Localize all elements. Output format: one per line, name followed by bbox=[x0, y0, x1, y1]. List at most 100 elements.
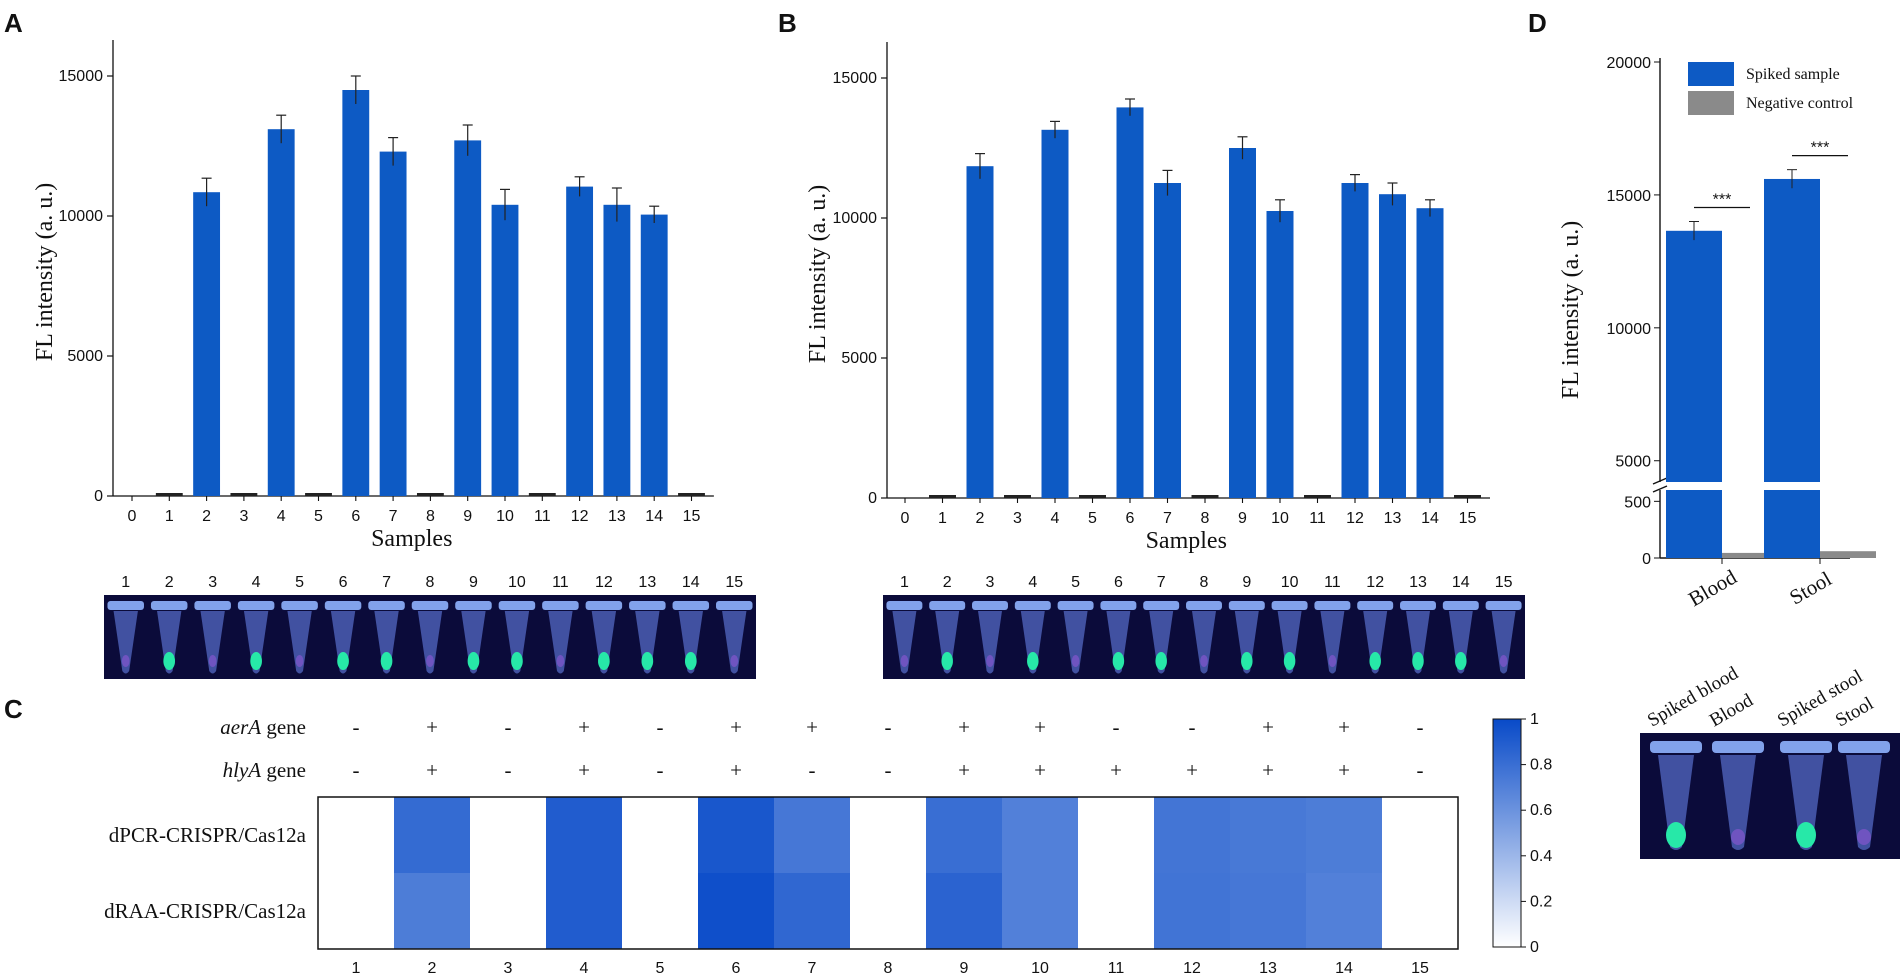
hlyA-sign: + bbox=[1186, 758, 1198, 782]
x-tick-label: 6 bbox=[1126, 510, 1135, 527]
heatmap-cell bbox=[1230, 873, 1307, 950]
tube-cap bbox=[498, 601, 536, 610]
tube-liquid bbox=[1071, 655, 1080, 667]
hlyA-sign: - bbox=[505, 758, 512, 782]
tube-label: 2 bbox=[943, 574, 952, 591]
tube-cap bbox=[1314, 601, 1351, 610]
panel-letter-c: C bbox=[4, 694, 23, 724]
x-tick-label: 0 bbox=[128, 508, 137, 525]
heatmap-column-label: 4 bbox=[580, 960, 589, 975]
aerA-sign: + bbox=[958, 715, 970, 739]
tube-cap bbox=[1485, 601, 1522, 610]
tube-label: 3 bbox=[986, 574, 995, 591]
hlyA-sign: + bbox=[1034, 758, 1046, 782]
tube-cap bbox=[1271, 601, 1308, 610]
x-tick-label: 8 bbox=[1201, 510, 1210, 527]
x-axis-title: Samples bbox=[371, 526, 452, 552]
legend-label: Negative control bbox=[1746, 95, 1854, 112]
tube-cap bbox=[368, 601, 405, 610]
tube-fluorescence bbox=[1796, 822, 1816, 848]
hlyA-sign: - bbox=[657, 758, 664, 782]
tube-body bbox=[978, 611, 1002, 674]
aerA-sign: - bbox=[657, 715, 664, 739]
heatmap-cell bbox=[1230, 797, 1307, 874]
tube-cap bbox=[972, 601, 1008, 610]
tube-body bbox=[157, 611, 182, 674]
heatmap-cell bbox=[1154, 797, 1231, 874]
tube-label: 12 bbox=[1366, 574, 1384, 591]
heatmap-cell bbox=[622, 797, 699, 874]
bar-sample-10 bbox=[1266, 211, 1294, 498]
tube-body bbox=[1491, 611, 1516, 674]
bar-sample-9 bbox=[454, 140, 482, 496]
heatmap-column-label: 13 bbox=[1259, 960, 1277, 975]
x-tick-label: 5 bbox=[1088, 510, 1097, 527]
tube-label: 8 bbox=[1200, 574, 1209, 591]
heatmap-column-label: 15 bbox=[1411, 960, 1429, 975]
tube-liquid bbox=[1731, 829, 1745, 845]
bar-sample-10 bbox=[491, 204, 519, 497]
hlyA-sign: + bbox=[426, 758, 438, 782]
y-tick-label: 15000 bbox=[833, 70, 878, 87]
x-tick-label: 7 bbox=[1163, 510, 1172, 527]
tube-fluorescence bbox=[1666, 822, 1686, 848]
tube-label: 4 bbox=[1028, 574, 1037, 591]
tube-fluorescence bbox=[1155, 652, 1167, 670]
heatmap-cell bbox=[394, 873, 471, 950]
tube-body bbox=[591, 611, 617, 674]
heatmap-cell bbox=[1382, 873, 1459, 950]
x-tick-label: 3 bbox=[1013, 510, 1022, 527]
aerA-sign: + bbox=[1338, 715, 1350, 739]
tube-body bbox=[548, 611, 573, 674]
tube-body bbox=[1846, 755, 1882, 850]
legend-swatch bbox=[1688, 62, 1734, 86]
colorbar bbox=[1492, 718, 1522, 948]
tube-body bbox=[1406, 611, 1430, 674]
tube-body bbox=[1720, 755, 1756, 850]
axis-break-mark bbox=[1652, 477, 1668, 485]
panel-a-tube-photo: 1 2 3 4 5 6 7 8 9 10 11 12 13 14 15 bbox=[104, 574, 756, 679]
tube-label: 4 bbox=[252, 574, 261, 591]
tube-cap bbox=[1100, 601, 1137, 610]
x-tick-label: 2 bbox=[202, 508, 211, 525]
tube-fluorescence bbox=[511, 652, 523, 670]
bar-sample-6 bbox=[1116, 107, 1144, 499]
tube-cap bbox=[886, 601, 923, 610]
tube-cap bbox=[1228, 601, 1265, 610]
tube-liquid bbox=[556, 655, 565, 667]
heatmap-column-label: 2 bbox=[428, 960, 437, 975]
bar-spiked-blood bbox=[1666, 230, 1722, 482]
tube-fluorescence bbox=[684, 652, 697, 670]
tube-liquid bbox=[1857, 829, 1871, 845]
tube-fluorescence bbox=[1412, 652, 1424, 670]
tube-label: 9 bbox=[469, 574, 478, 591]
tube-liquid bbox=[986, 655, 994, 667]
heatmap-cell bbox=[1154, 873, 1231, 950]
tube-liquid bbox=[1200, 655, 1208, 667]
tube-body bbox=[892, 611, 917, 674]
tube-fluorescence bbox=[337, 652, 349, 670]
heatmap-cell bbox=[1078, 797, 1155, 874]
aerA-sign: - bbox=[505, 715, 512, 739]
y-tick-label: 10000 bbox=[1607, 321, 1652, 338]
heatmap-column-label: 9 bbox=[960, 960, 969, 975]
tube-label: 5 bbox=[1071, 574, 1080, 591]
tube-cap bbox=[929, 601, 966, 610]
tube-cap bbox=[1780, 741, 1832, 753]
tube-fluorescence bbox=[1241, 652, 1253, 670]
tube-label: 12 bbox=[595, 574, 613, 591]
tube-cap bbox=[585, 601, 623, 610]
tube-fluorescence bbox=[1283, 652, 1296, 670]
x-tick-label: 12 bbox=[571, 508, 589, 525]
heatmap-column-label: 5 bbox=[656, 960, 665, 975]
y-tick-label: 15000 bbox=[59, 68, 104, 85]
colorbar-tick-label: 0.6 bbox=[1530, 802, 1552, 819]
tube-body bbox=[200, 611, 225, 674]
x-tick-label: 13 bbox=[608, 508, 626, 525]
heatmap-cell bbox=[1306, 873, 1383, 950]
tube-body bbox=[1106, 611, 1131, 674]
heatmap-cell bbox=[546, 873, 623, 950]
tube-label: 10 bbox=[508, 574, 526, 591]
aerA-sign: + bbox=[1262, 715, 1274, 739]
tube-cap bbox=[1143, 601, 1180, 610]
